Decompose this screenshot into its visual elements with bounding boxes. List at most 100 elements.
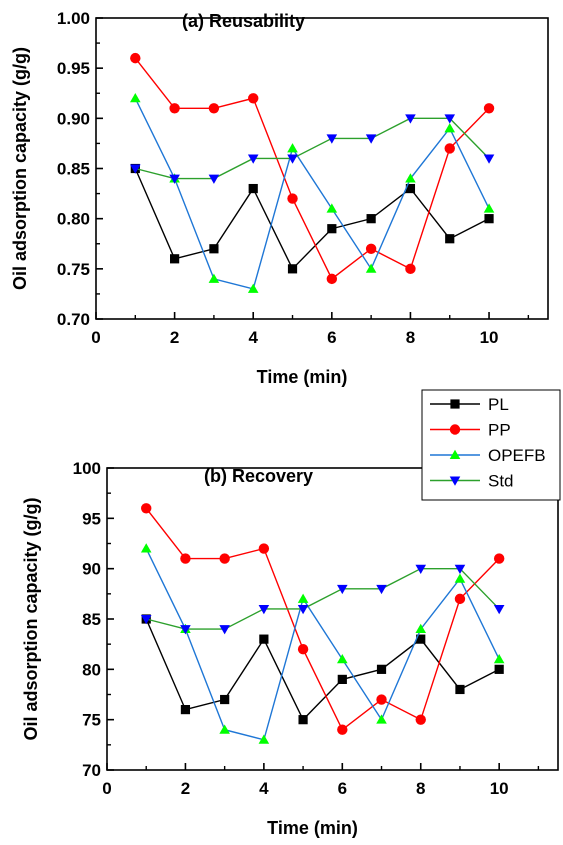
series-opefb — [140, 543, 505, 744]
data-point-opefb — [483, 203, 495, 213]
legend-label: OPEFB — [488, 446, 546, 465]
y-axis-title: Oil adsorption capacity (g/g) — [10, 47, 30, 290]
data-point-pl — [287, 264, 298, 274]
legend-label: PP — [488, 421, 511, 440]
y-tick-label: 90 — [82, 560, 101, 579]
x-tick-label: 0 — [91, 328, 100, 347]
data-point-pl — [376, 664, 387, 674]
data-point-pl — [366, 214, 376, 224]
data-point-pp — [415, 714, 426, 725]
y-tick-label: 0.90 — [57, 109, 90, 128]
data-point-pp — [258, 543, 270, 554]
series-line-pl — [145, 618, 500, 721]
y-tick-label: 70 — [82, 761, 101, 780]
legend-label: PL — [488, 395, 509, 414]
data-point-pp — [405, 263, 416, 275]
data-point-pl — [180, 705, 191, 715]
y-tick-label: 1.00 — [57, 9, 90, 28]
series-line-std — [135, 117, 490, 180]
data-point-opefb — [219, 724, 230, 734]
legend-marker — [449, 424, 461, 435]
data-point-pp — [337, 724, 348, 735]
data-point-pp — [326, 273, 338, 285]
data-point-opefb — [297, 593, 309, 603]
series-pl — [141, 614, 504, 725]
legend-item-opefb: OPEFB — [430, 446, 546, 465]
data-point-opefb — [405, 173, 416, 183]
data-point-std — [405, 114, 416, 124]
data-point-pp — [219, 553, 230, 564]
data-point-pp — [180, 553, 191, 564]
data-point-std — [444, 114, 456, 124]
data-point-std — [130, 164, 141, 174]
data-point-std — [247, 154, 259, 164]
data-point-opefb — [444, 123, 456, 133]
data-point-pl — [327, 224, 337, 234]
data-point-std — [483, 154, 495, 164]
data-point-pl — [298, 715, 308, 725]
data-point-pl — [405, 183, 416, 194]
series-opefb — [130, 92, 495, 293]
series-pp — [130, 52, 495, 285]
legend-item-std: Std — [430, 472, 514, 491]
panel-title: (b) Recovery — [204, 466, 313, 486]
y-tick-label: 0.85 — [57, 160, 90, 179]
data-point-pl — [248, 183, 258, 194]
x-tick-label: 4 — [259, 779, 269, 798]
legend-item-pl: PL — [430, 395, 509, 414]
data-point-std — [365, 134, 377, 144]
y-tick-label: 0.95 — [57, 59, 90, 78]
y-tick-label: 0.80 — [57, 210, 90, 229]
data-point-std — [180, 625, 191, 635]
data-point-pp — [169, 103, 180, 114]
data-point-pl — [259, 634, 269, 644]
x-tick-label: 0 — [102, 779, 111, 798]
data-point-pl — [170, 254, 180, 264]
data-point-opefb — [337, 653, 348, 664]
data-point-pl — [484, 214, 494, 224]
data-point-std — [415, 564, 427, 574]
data-point-pl — [416, 634, 426, 644]
data-point-pp — [287, 193, 298, 204]
data-point-pp — [365, 243, 377, 254]
y-tick-label: 0.75 — [57, 260, 90, 279]
data-point-std — [454, 564, 466, 574]
data-point-opefb — [247, 283, 259, 293]
x-tick-label: 10 — [480, 328, 499, 347]
legend-marker — [450, 399, 460, 409]
data-point-opefb — [130, 92, 141, 103]
x-axis-title: Time (min) — [267, 818, 358, 838]
series-line-opefb — [145, 548, 500, 741]
legend-marker — [449, 476, 461, 486]
x-tick-label: 10 — [490, 779, 509, 798]
series-std — [140, 564, 505, 635]
y-tick-label: 95 — [82, 509, 101, 528]
legend-box — [421, 389, 561, 501]
data-point-std — [140, 615, 152, 625]
data-point-pp — [141, 503, 152, 514]
x-tick-label: 6 — [327, 328, 336, 347]
data-point-pp — [493, 553, 505, 564]
data-point-opefb — [326, 203, 338, 213]
data-point-pl — [445, 234, 455, 244]
y-tick-label: 100 — [73, 459, 101, 478]
data-point-opefb — [376, 714, 387, 724]
x-tick-label: 8 — [416, 779, 425, 798]
data-point-std — [169, 174, 180, 184]
y-tick-label: 80 — [82, 660, 101, 679]
series-line-pp — [145, 507, 500, 731]
x-tick-label: 4 — [248, 328, 258, 347]
panel-recovery: 0 2 4 6 8 10 70 75 80 85 90 95 100 Time (min) Oil adso… — [21, 459, 559, 838]
data-point-opefb — [208, 273, 220, 283]
legend: PL PP OPEFB Std — [421, 389, 561, 501]
panel-title: (a) Reusability — [182, 11, 305, 31]
data-point-pp — [208, 103, 220, 114]
data-point-opefb — [365, 263, 377, 273]
data-point-pl — [220, 694, 230, 705]
x-tick-label: 2 — [170, 328, 179, 347]
data-point-opefb — [415, 623, 427, 634]
data-point-pp — [444, 143, 455, 154]
data-point-std — [376, 584, 387, 595]
series-line-opefb — [134, 97, 490, 290]
data-point-pp — [248, 93, 259, 104]
